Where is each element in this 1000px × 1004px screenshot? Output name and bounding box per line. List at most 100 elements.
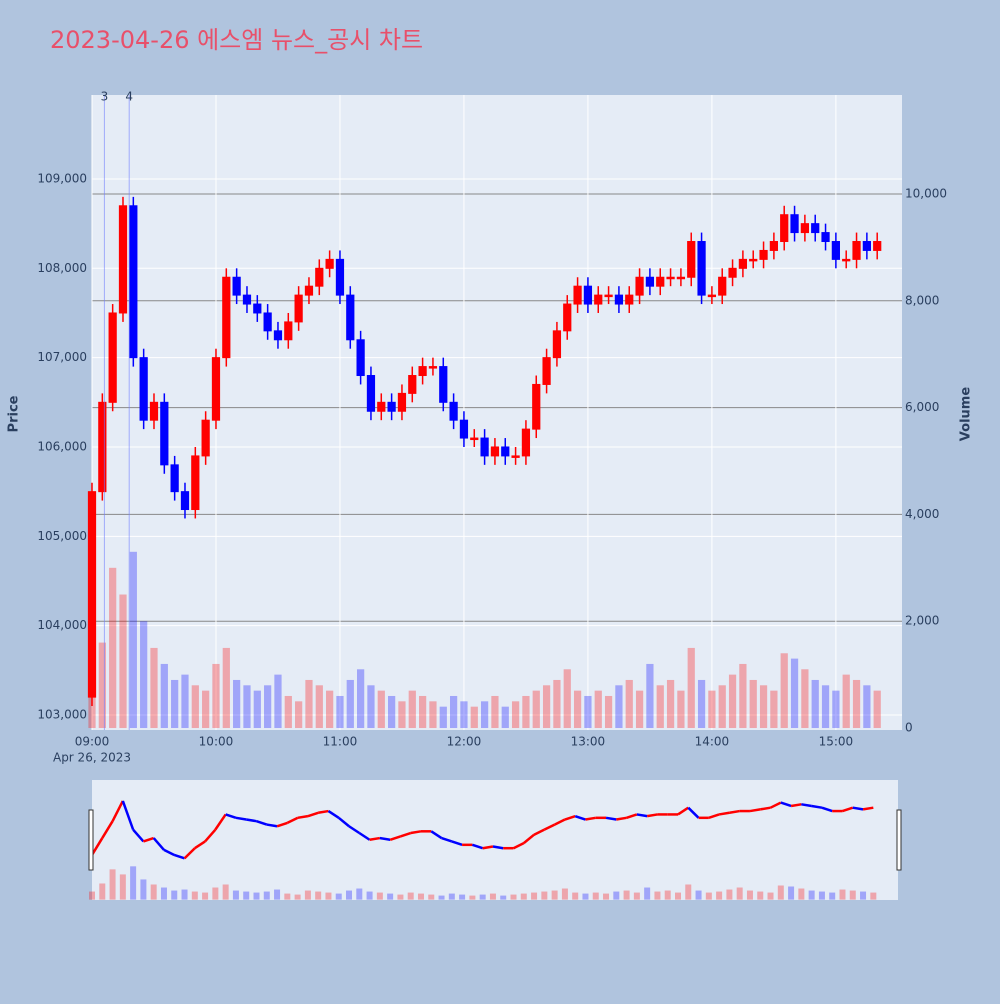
- y-tick-label: 103,000: [37, 707, 87, 721]
- candle-body: [211, 357, 221, 421]
- candle-body: [811, 223, 820, 234]
- slider-segment: [677, 806, 689, 816]
- slider-segment: [317, 809, 329, 814]
- slider-segment: [718, 811, 730, 816]
- volume-bar: [295, 701, 303, 729]
- candle-body: [284, 321, 293, 341]
- slider-segment: [101, 820, 114, 839]
- volume-bar: [408, 690, 416, 729]
- candle-body: [346, 294, 355, 341]
- slider-segment: [132, 828, 145, 843]
- slider-volume-bar: [736, 887, 743, 900]
- candle-body: [470, 437, 479, 441]
- y-tick-label: 108,000: [37, 261, 87, 275]
- x-tick-label: 11:00: [323, 735, 358, 749]
- volume-bar: [191, 685, 199, 729]
- slider-volume-bar: [705, 892, 712, 900]
- slider-segment: [862, 806, 874, 811]
- slider-volume-bar: [191, 891, 198, 900]
- volume-bar: [801, 669, 809, 729]
- slider-segment: [225, 813, 237, 820]
- slider-segment: [297, 814, 309, 820]
- slider-volume-bar: [284, 893, 291, 900]
- slider-segment: [214, 813, 227, 831]
- candle-body: [118, 205, 128, 314]
- volume-bar: [863, 685, 871, 729]
- volume-bar: [429, 701, 437, 729]
- candle-body: [459, 419, 469, 439]
- slider-volume-bar: [119, 874, 126, 900]
- volume-bar: [739, 663, 747, 729]
- volume-bar: [439, 706, 447, 729]
- slider-segment: [430, 830, 443, 840]
- volume-bar: [129, 551, 137, 729]
- candle-body: [563, 303, 572, 332]
- volume-bar: [449, 695, 458, 729]
- candle-body: [604, 294, 613, 298]
- candle-body: [552, 330, 562, 359]
- slider-volume-bar: [397, 894, 404, 900]
- range-slider[interactable]: [92, 780, 898, 900]
- slider-handle[interactable]: [896, 809, 902, 871]
- candle-body: [304, 285, 314, 296]
- slider-segment: [471, 843, 484, 850]
- slider-volume-bar: [860, 891, 867, 900]
- slider-segment: [410, 830, 422, 835]
- candle-body: [800, 223, 809, 234]
- volume-bar: [852, 679, 861, 729]
- slider-volume-bar: [551, 890, 558, 900]
- candle-body: [749, 258, 758, 262]
- volume-bar: [222, 647, 230, 729]
- volume-bar: [646, 663, 654, 729]
- volume-bar: [480, 701, 489, 729]
- volume-bar: [553, 679, 561, 729]
- volume-bar: [160, 663, 168, 729]
- y-tick-label: 106,000: [37, 439, 87, 453]
- candle-body: [273, 330, 283, 341]
- candle-body: [728, 267, 737, 278]
- slider-volume-bar: [623, 890, 630, 900]
- slider-volume-bar: [366, 891, 373, 900]
- slider-volume-bar: [387, 893, 394, 900]
- slider-segment: [235, 816, 247, 821]
- candle-body: [294, 294, 303, 323]
- volume-bar: [346, 679, 354, 729]
- y-tick-label: 109,000: [37, 171, 87, 185]
- slider-volume-bar: [448, 893, 455, 900]
- candle-body: [790, 214, 799, 234]
- volume-bar: [243, 685, 251, 729]
- volume-bar: [150, 647, 158, 729]
- candle-body: [201, 419, 210, 457]
- candle-body: [180, 491, 190, 511]
- slider-segment: [574, 814, 586, 821]
- slider-volume-bar: [685, 884, 692, 900]
- slider-segment: [626, 813, 638, 820]
- volume-bar: [98, 642, 106, 729]
- slider-volume-bar: [870, 892, 877, 900]
- slider-segment: [121, 800, 135, 831]
- candle-body: [842, 258, 851, 262]
- volume-bar: [759, 685, 768, 729]
- volume-bar: [470, 706, 478, 729]
- volume-bar: [398, 701, 406, 729]
- y2-tick-label: 2,000: [905, 614, 939, 628]
- slider-segment: [564, 814, 576, 821]
- volume-bar: [584, 695, 592, 729]
- slider-segment: [173, 853, 185, 860]
- slider-segment: [790, 803, 802, 808]
- slider-segment: [729, 809, 740, 814]
- volume-bar: [202, 690, 210, 729]
- slider-segment: [90, 837, 104, 856]
- slider-volume-bar: [603, 893, 610, 900]
- slider-segment: [307, 811, 319, 818]
- slider-volume-bar: [644, 887, 651, 900]
- slider-segment: [152, 837, 165, 851]
- slider-volume-bar: [222, 884, 229, 900]
- candle-body: [676, 276, 686, 280]
- volume-bar: [780, 653, 788, 729]
- slider-volume-bar: [520, 893, 527, 900]
- slider-volume-bar: [788, 886, 795, 900]
- candle-body: [625, 294, 634, 305]
- slider-handle[interactable]: [88, 809, 94, 871]
- slider-volume-bar: [346, 890, 353, 900]
